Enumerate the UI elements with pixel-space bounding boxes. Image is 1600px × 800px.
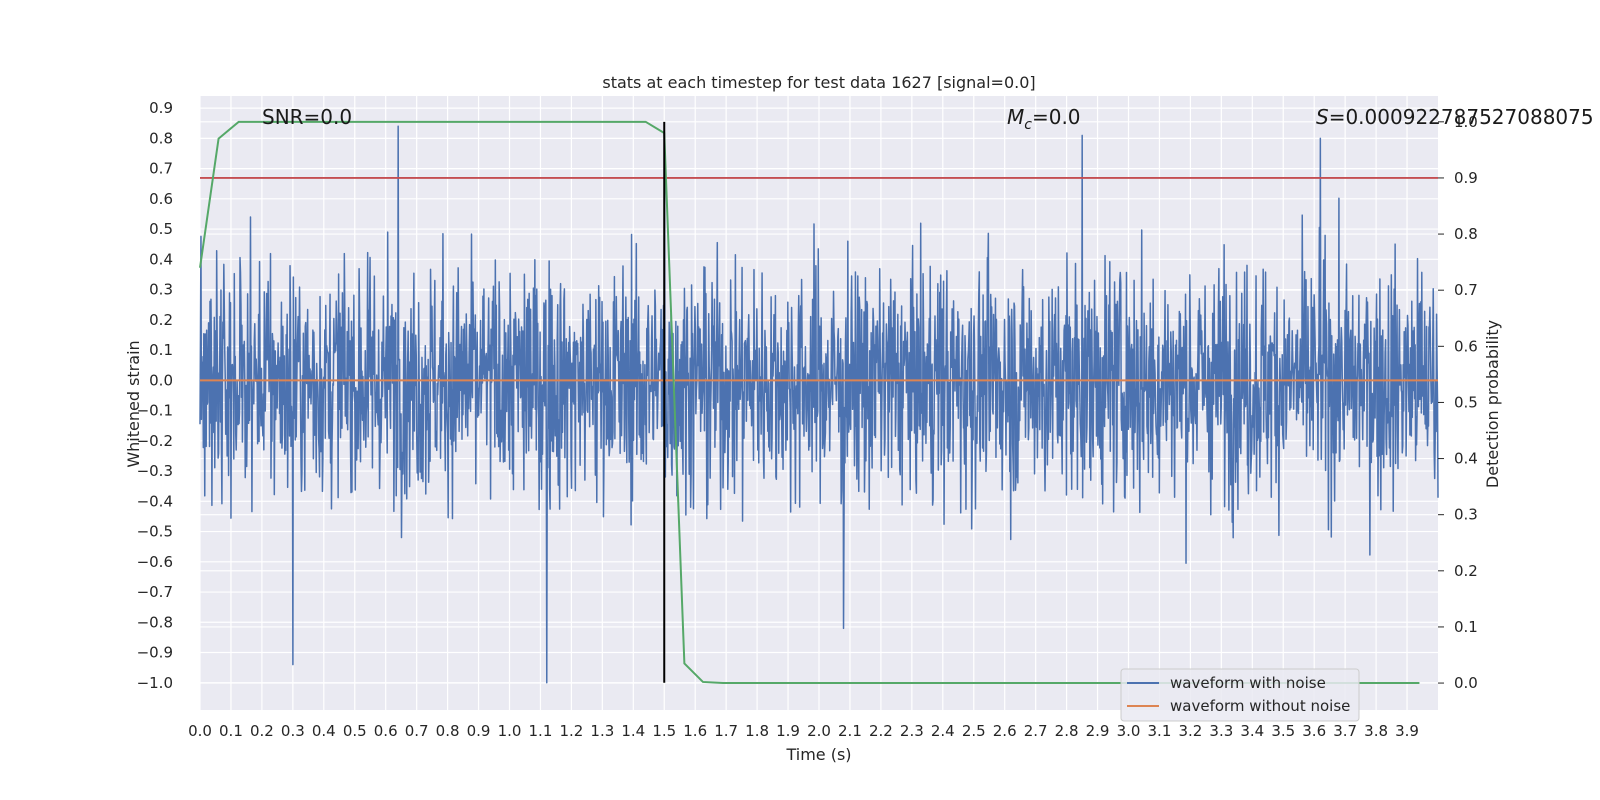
- series-detection-probability: [199, 120, 1420, 685]
- y-tick-label: −0.2: [137, 432, 173, 450]
- y2-tick-label: 0.9: [1454, 169, 1478, 187]
- noise-waveform-line: [199, 125, 1439, 684]
- y2-tick-label: 0.0: [1454, 674, 1478, 692]
- y2-tick-label: 0.5: [1454, 393, 1478, 411]
- y-tick-label: −0.6: [137, 553, 173, 571]
- y-tick-label: −0.7: [137, 583, 173, 601]
- chirp-mass-annotation: Mc=0.0: [1007, 105, 1081, 133]
- x-tick-label: 0.2: [250, 722, 274, 740]
- y-tick-label: 0.3: [149, 281, 173, 299]
- x-tick-label: 3.7: [1333, 722, 1357, 740]
- x-tick-label: 3.6: [1302, 722, 1326, 740]
- x-tick-label: 0.7: [405, 722, 429, 740]
- x-tick-label: 1.4: [621, 722, 645, 740]
- y-tick-label: −0.5: [137, 523, 173, 541]
- x-tick-label: 2.1: [838, 722, 862, 740]
- legend: waveform with noise waveform without noi…: [1120, 668, 1360, 722]
- x-tick-label: 0.4: [312, 722, 336, 740]
- y2-tick-label: 0.2: [1454, 562, 1478, 580]
- x-tick-label: 3.4: [1240, 722, 1264, 740]
- legend-label-clean: waveform without noise: [1170, 697, 1350, 715]
- y-tick-label: −0.8: [137, 613, 173, 631]
- x-tick-label: 3.9: [1395, 722, 1419, 740]
- y-tick-label: −0.9: [137, 644, 173, 662]
- y-tick-label: 0.2: [149, 311, 173, 329]
- x-tick-label: 1.2: [559, 722, 583, 740]
- series-waveform-with-noise: [199, 125, 1439, 684]
- y2-tick-label: 0.3: [1454, 506, 1478, 524]
- x-tick-label: 2.8: [1055, 722, 1079, 740]
- x-tick-label: 2.7: [1024, 722, 1048, 740]
- x-tick-label: 2.4: [931, 722, 955, 740]
- x-tick-label: 3.1: [1148, 722, 1172, 740]
- x-tick-label: 1.8: [745, 722, 769, 740]
- y2-tick-label: 0.8: [1454, 225, 1478, 243]
- x-tick-label: 0.3: [281, 722, 305, 740]
- y2-tick-label: 0.1: [1454, 618, 1478, 636]
- y-tick-label: 0.5: [149, 220, 173, 238]
- x-tick-label: 1.7: [714, 722, 738, 740]
- x-tick-labels: 0.0 0.1 0.2 0.3 0.4 0.5 0.6 0.7 0.8 0.9 1.0 1.1 1.2 1…: [188, 722, 1419, 740]
- x-tick-label: 3.0: [1117, 722, 1141, 740]
- chirp-mass-subscript: c: [1024, 117, 1032, 133]
- y-tick-label: −1.0: [137, 674, 173, 692]
- x-tick-label: 1.0: [498, 722, 522, 740]
- chirp-mass-symbol: M: [1007, 105, 1024, 129]
- x-tick-label: 2.3: [900, 722, 924, 740]
- y2-axis-label: Detection probability: [1483, 320, 1502, 488]
- y-tick-label: 0.9: [149, 99, 173, 117]
- x-tick-label: 0.6: [374, 722, 398, 740]
- x-tick-label: 1.1: [529, 722, 553, 740]
- x-tick-label: 2.9: [1086, 722, 1110, 740]
- y-tick-label: 0.7: [149, 160, 173, 178]
- y-tick-label: −0.3: [137, 462, 173, 480]
- x-tick-label: 1.9: [776, 722, 800, 740]
- x-tick-label: 0.5: [343, 722, 367, 740]
- legend-label-noise: waveform with noise: [1170, 674, 1326, 692]
- x-tick-label: 3.2: [1178, 722, 1202, 740]
- x-tick-label: 1.5: [652, 722, 676, 740]
- y-tick-labels: 0.9 0.8 0.7 0.6 0.5 0.4 0.3 0.2 0.1 0.0 −0.1 −0.2 −0…: [137, 99, 173, 692]
- y-tick-label: 0.0: [149, 371, 173, 389]
- x-tick-label: 2.5: [962, 722, 986, 740]
- x-tick-label: 3.3: [1209, 722, 1233, 740]
- legend-box: [1120, 668, 1360, 722]
- x-tick-label: 0.1: [219, 722, 243, 740]
- probability-line: [199, 120, 1420, 685]
- x-tick-label: 3.5: [1271, 722, 1295, 740]
- x-tick-label: 1.6: [683, 722, 707, 740]
- s-annotation: S=0.00092278752708807​5: [1316, 105, 1594, 129]
- x-tick-label: 2.6: [993, 722, 1017, 740]
- chirp-mass-value: =0.0: [1032, 105, 1081, 129]
- y-tick-label: −0.1: [137, 402, 173, 420]
- x-tick-label: 3.8: [1364, 722, 1388, 740]
- y-tick-label: 0.4: [149, 250, 173, 268]
- x-tick-label: 0.0: [188, 722, 212, 740]
- y2-tick-label: 0.4: [1454, 450, 1478, 468]
- chart-title: stats at each timestep for test data 162…: [602, 73, 1035, 92]
- s-symbol: S: [1316, 105, 1329, 129]
- y2-tick-label: 0.7: [1454, 281, 1478, 299]
- y-tick-label: −0.4: [137, 492, 173, 510]
- y-tick-label: 0.1: [149, 341, 173, 359]
- x-tick-label: 2.2: [869, 722, 893, 740]
- y-tick-label: 0.6: [149, 190, 173, 208]
- x-tick-label: 0.9: [467, 722, 491, 740]
- x-tick-label: 0.8: [436, 722, 460, 740]
- y2-tick-label: 1.0: [1454, 113, 1478, 131]
- s-value: =0.00092278752708807​5: [1329, 105, 1594, 129]
- y2-tick-labels: 1.0 0.9 0.8 0.7 0.6 0.5 0.4 0.3 0.2 0.1 0.0: [1438, 113, 1478, 692]
- y-tick-label: 0.8: [149, 129, 173, 147]
- x-axis-label: Time (s): [785, 745, 851, 764]
- y-axis-label: Whitened strain: [124, 340, 143, 467]
- y2-tick-label: 0.6: [1454, 337, 1478, 355]
- x-tick-label: 1.3: [590, 722, 614, 740]
- x-tick-label: 2.0: [807, 722, 831, 740]
- snr-annotation: SNR=0.0: [262, 105, 352, 129]
